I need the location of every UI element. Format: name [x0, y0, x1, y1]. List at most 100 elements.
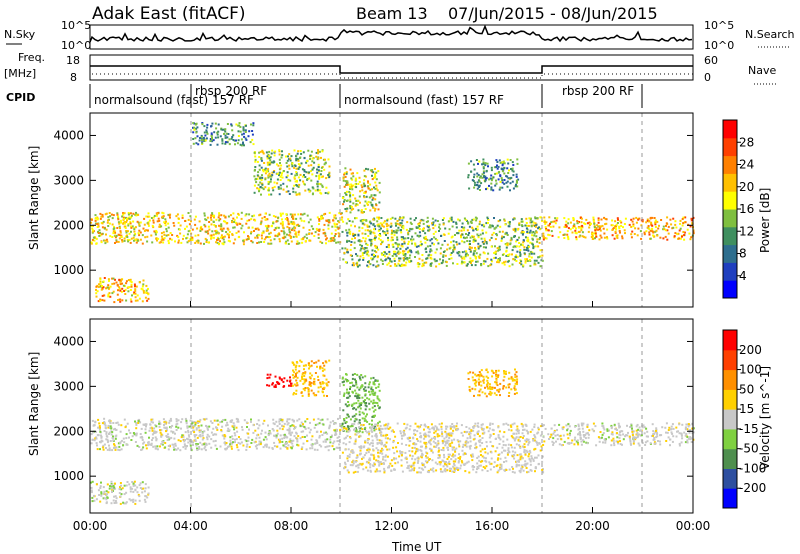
echo-cell — [216, 428, 219, 431]
echo-cell — [304, 176, 307, 178]
echo-cell — [221, 139, 224, 142]
echo-cell — [419, 234, 422, 237]
echo-cell — [358, 240, 361, 243]
echo-cell — [672, 226, 675, 229]
echo-cell — [104, 213, 107, 216]
echo-cell — [189, 215, 192, 218]
echo-cell — [473, 186, 476, 189]
echo-cell — [134, 289, 137, 292]
echo-cell — [372, 223, 375, 226]
echo-cell — [158, 223, 161, 226]
echo-cell — [291, 215, 294, 218]
echo-cell — [374, 391, 377, 394]
echo-cell — [300, 213, 302, 216]
echo-cell — [291, 165, 294, 168]
echo-cell — [446, 243, 449, 246]
echo-cell — [527, 224, 530, 227]
echo-cell — [258, 440, 261, 443]
echo-cell — [112, 290, 115, 293]
echo-cell — [393, 260, 396, 262]
echo-cell — [352, 232, 355, 235]
echo-cell — [318, 219, 321, 222]
echo-cell — [394, 253, 397, 256]
echo-cell — [335, 446, 338, 449]
echo-cell — [476, 225, 479, 228]
echo-cell — [268, 161, 271, 164]
echo-cell — [363, 389, 366, 392]
echo-cell — [541, 259, 544, 262]
echo-cell — [285, 190, 288, 193]
echo-cell — [372, 218, 375, 221]
echo-cell — [309, 372, 312, 375]
echo-cell — [258, 190, 260, 193]
echo-cell — [572, 225, 575, 227]
echo-cell — [210, 446, 213, 449]
echo-cell — [684, 221, 687, 224]
echo-cell — [423, 261, 426, 264]
echo-cell — [317, 157, 320, 160]
echo-cell — [333, 422, 336, 425]
echo-cell — [132, 490, 135, 493]
echo-cell — [191, 236, 194, 239]
echo-cell — [145, 444, 147, 447]
echo-cell — [229, 441, 232, 444]
echo-cell — [198, 430, 201, 433]
echo-cell — [123, 484, 126, 487]
echo-cell — [282, 380, 285, 383]
echo-cell — [595, 234, 598, 237]
echo-cell — [464, 444, 467, 447]
echo-cell — [526, 224, 528, 227]
echo-cell — [501, 179, 504, 182]
echo-cell — [205, 239, 208, 241]
echo-cell — [438, 223, 441, 226]
echo-cell — [303, 220, 306, 223]
echo-cell — [406, 423, 409, 426]
echo-cell — [211, 136, 213, 139]
echo-cell — [533, 232, 536, 235]
echo-cell — [438, 230, 440, 232]
echo-cell — [162, 440, 165, 443]
echo-cell — [524, 452, 527, 455]
echo-cell — [348, 391, 350, 394]
echo-cell — [516, 185, 519, 188]
echo-cell — [418, 263, 421, 266]
echo-cell — [170, 419, 173, 422]
echo-cell — [279, 162, 281, 164]
echo-cell — [505, 422, 508, 425]
echo-cell — [239, 143, 242, 146]
echo-cell — [162, 215, 165, 218]
echo-cell — [586, 222, 589, 225]
echo-cell — [222, 243, 225, 246]
echo-cell — [452, 244, 455, 247]
echo-cell — [532, 221, 535, 224]
echo-cell — [528, 252, 531, 255]
echo-cell — [640, 237, 643, 240]
echo-cell — [320, 445, 323, 448]
echo-cell — [250, 230, 253, 233]
echo-cell — [364, 232, 367, 235]
echo-cell — [279, 187, 282, 190]
echo-cell — [490, 457, 493, 460]
echo-cell — [145, 284, 148, 287]
echo-cell — [296, 180, 298, 183]
echo-cell — [481, 224, 484, 227]
echo-cell — [363, 175, 366, 178]
echo-cell — [207, 428, 209, 431]
echo-cell — [188, 435, 191, 438]
echo-cell — [126, 230, 129, 233]
echo-cell — [177, 217, 180, 220]
echo-cell — [263, 162, 266, 164]
echo-cell — [373, 186, 375, 189]
echo-cell — [222, 238, 225, 241]
echo-cell — [655, 229, 658, 232]
echo-cell — [366, 225, 369, 228]
echo-cell — [489, 224, 492, 227]
echo-cell — [471, 459, 474, 462]
echo-cell — [338, 435, 341, 438]
echo-cell — [468, 240, 471, 243]
echo-cell — [545, 229, 548, 232]
echo-cell — [576, 220, 579, 223]
echo-cell — [148, 443, 151, 446]
echo-cell — [374, 173, 377, 176]
echo-cell — [269, 239, 272, 242]
